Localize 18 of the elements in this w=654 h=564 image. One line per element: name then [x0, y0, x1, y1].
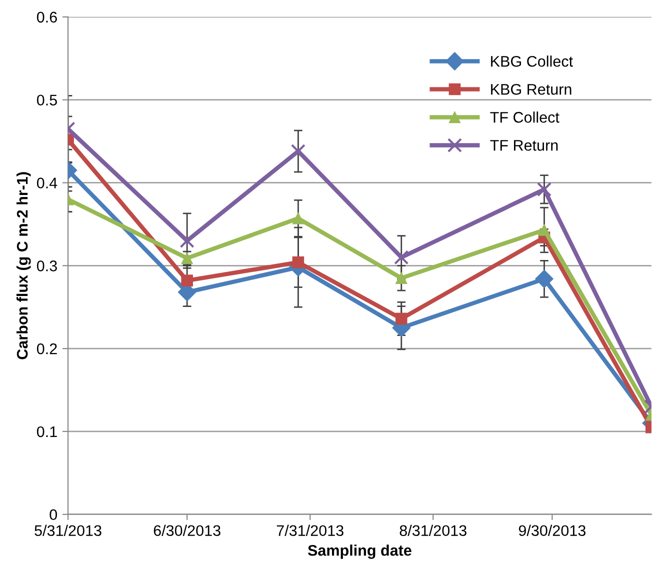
y-tick-label: 0.6 — [36, 12, 57, 23]
y-tick-label: 0.4 — [36, 178, 58, 188]
y-tick-label: 0.3 — [36, 260, 57, 272]
x-tick-label: 7/31/2013 — [276, 524, 344, 536]
y-tick-label: 0.1 — [36, 426, 57, 438]
x-axis-title: Sampling date — [308, 544, 412, 559]
x-tick-label: 5/31/2013 — [34, 524, 102, 536]
y-tick-label: 0.2 — [36, 343, 57, 354]
y-tick-label: 0 — [50, 509, 58, 520]
y-tick-label: 0.5 — [36, 94, 57, 106]
legend-label: KBG Return — [491, 84, 572, 95]
legend-label: KBG Collect — [491, 56, 573, 67]
x-tick-label: 8/31/2013 — [400, 524, 466, 536]
y-axis-title: Carbon flux (g C m-2 hr-1) — [16, 172, 31, 360]
x-tick-label: 6/30/2013 — [154, 524, 220, 536]
x-tick-label: 9/30/2013 — [518, 524, 586, 536]
legend-label: TF Return — [490, 140, 558, 151]
legend-label: TF Collect — [490, 112, 560, 123]
